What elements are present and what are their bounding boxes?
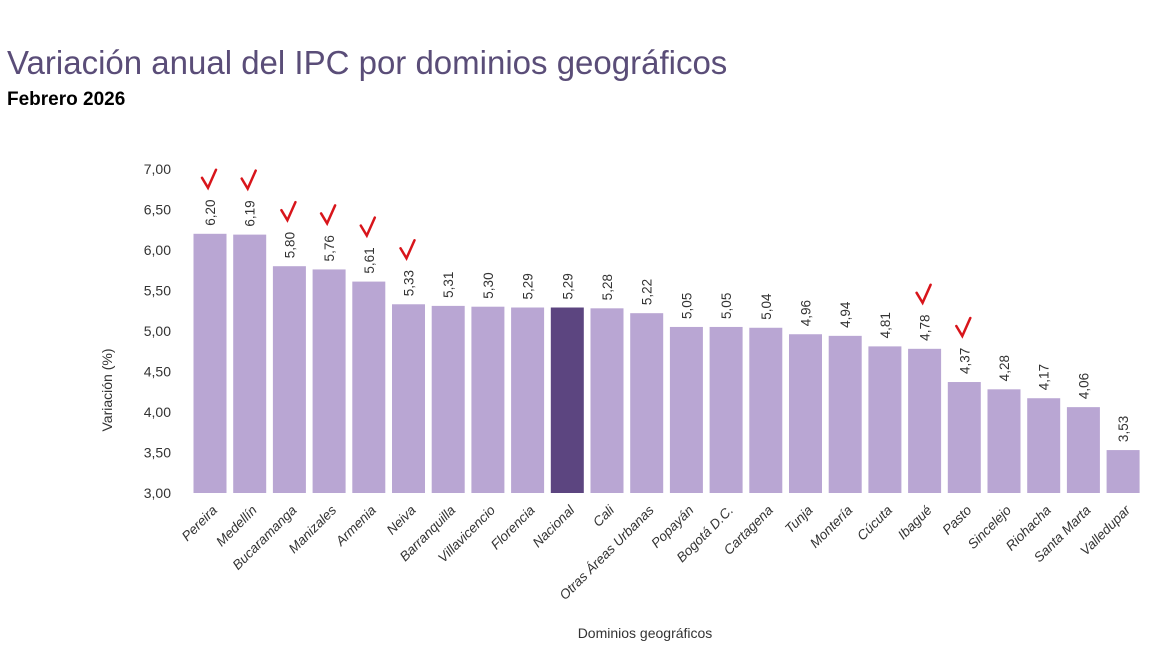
value-label: 5,31 xyxy=(441,272,456,298)
bar-riohacha xyxy=(1027,398,1061,493)
value-label: 4,37 xyxy=(957,348,972,374)
category-label: Nacional xyxy=(530,502,578,550)
bar-neiva xyxy=(392,304,425,493)
value-label: 5,30 xyxy=(481,272,496,298)
checkmark-icon xyxy=(240,169,257,192)
y-tick-label: 6,50 xyxy=(144,202,171,218)
bar-cartagena xyxy=(749,327,783,493)
value-label: 4,96 xyxy=(799,300,814,326)
value-label: 4,28 xyxy=(997,355,1012,381)
value-label: 5,80 xyxy=(282,232,297,258)
value-label: 5,05 xyxy=(719,293,734,319)
bar-c-cuta xyxy=(868,346,902,493)
value-label: 6,20 xyxy=(203,200,218,226)
category-label: Cúcuta xyxy=(854,502,895,543)
value-label: 4,94 xyxy=(838,301,853,328)
y-tick-label: 4,50 xyxy=(144,364,171,380)
y-tick-label: 3,50 xyxy=(144,445,171,461)
value-label: 5,04 xyxy=(759,293,774,320)
value-label: 3,53 xyxy=(1116,416,1131,442)
category-label: Tunja xyxy=(782,502,816,536)
category-label: Ibagué xyxy=(895,503,935,543)
value-label: 5,05 xyxy=(679,293,694,319)
bar-armenia xyxy=(352,281,386,493)
category-label: Florencia xyxy=(488,502,538,552)
value-label: 4,17 xyxy=(1037,364,1052,390)
value-label: 4,81 xyxy=(878,312,893,338)
bar-villavicencio xyxy=(471,306,505,493)
y-tick-label: 5,00 xyxy=(144,323,171,339)
bar-manizales xyxy=(312,269,346,493)
bar-monter-a xyxy=(828,335,862,493)
bar-santa-marta xyxy=(1066,407,1100,493)
y-tick-label: 4,00 xyxy=(144,404,171,420)
y-tick-label: 5,50 xyxy=(144,283,171,299)
checkmark-icon xyxy=(359,216,377,239)
y-tick-label: 3,00 xyxy=(144,485,171,501)
checkmark-icon xyxy=(955,316,972,339)
checkmark-icon xyxy=(200,168,218,191)
category-label: Pasto xyxy=(939,502,974,537)
bar-otras-reas-urbanas xyxy=(630,313,664,493)
bar-cali xyxy=(590,308,624,493)
value-label: 5,76 xyxy=(322,235,337,261)
value-label: 5,28 xyxy=(600,274,615,300)
value-label: 5,22 xyxy=(640,279,655,305)
bar-bogot-d-c- xyxy=(709,326,743,493)
value-label: 4,78 xyxy=(918,315,933,341)
bar-ibagu- xyxy=(908,348,942,493)
category-label: Cali xyxy=(590,502,618,530)
bar-popay-n xyxy=(669,326,703,493)
bar-barranquilla xyxy=(431,305,465,493)
x-axis-title: Dominios geográficos xyxy=(578,625,713,641)
checkmark-icon xyxy=(319,204,337,227)
checkmark-icon xyxy=(280,200,297,223)
y-tick-label: 6,00 xyxy=(144,242,171,258)
value-label: 5,61 xyxy=(362,247,377,273)
bar-nacional xyxy=(550,307,584,493)
value-label: 6,19 xyxy=(243,200,258,226)
bar-florencia xyxy=(511,307,545,493)
value-label: 5,33 xyxy=(402,270,417,296)
bar-valledupar xyxy=(1106,450,1140,493)
bar-pereira xyxy=(193,233,227,494)
checkmark-icon xyxy=(915,283,932,306)
chart-title: Variación anual del IPC por dominios geo… xyxy=(7,44,728,81)
value-label: 5,29 xyxy=(560,273,575,299)
value-label: 4,06 xyxy=(1076,373,1091,399)
category-label: Neiva xyxy=(384,502,419,537)
bar-medell-n xyxy=(233,234,267,494)
chart-subtitle: Febrero 2026 xyxy=(7,89,126,110)
checkmark-icon xyxy=(399,239,416,261)
y-axis-title: Variación (%) xyxy=(99,349,115,432)
category-label: Armenia xyxy=(332,502,379,549)
bar-tunja xyxy=(789,334,822,493)
category-label: Montería xyxy=(807,502,856,551)
bar-sincelejo xyxy=(987,389,1021,493)
y-tick-label: 7,00 xyxy=(144,161,171,177)
value-label: 5,29 xyxy=(521,273,536,299)
bar-pasto xyxy=(947,382,981,493)
bar-bucaramanga xyxy=(272,266,306,493)
